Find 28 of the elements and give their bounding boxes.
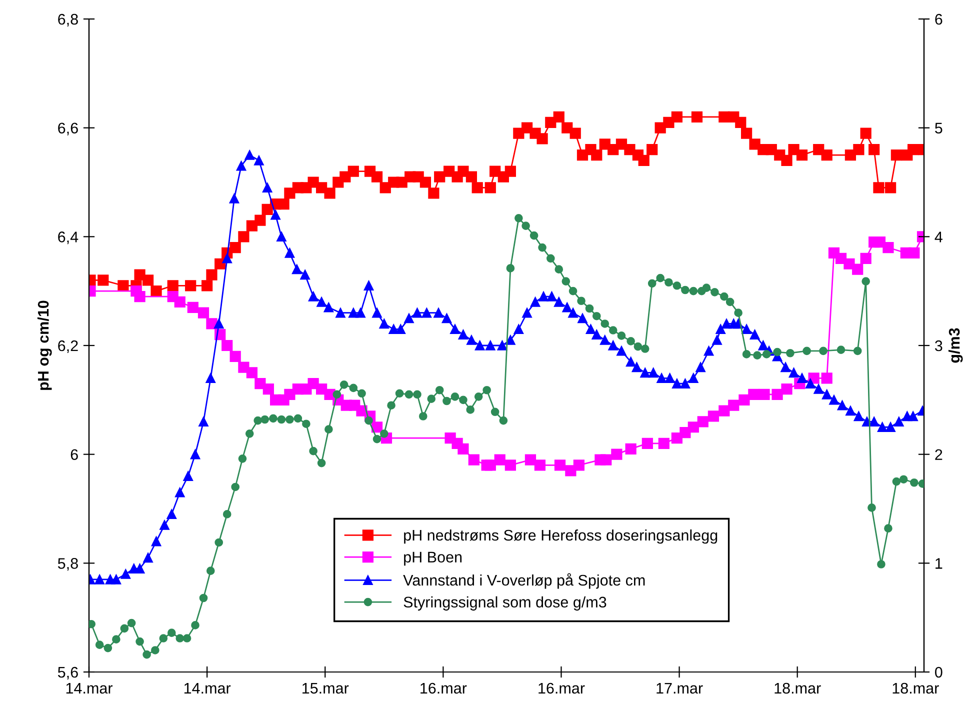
- legend-label: pH nedstrøms Søre Herefoss doseringsanlegg: [404, 529, 718, 544]
- legend-label: pH Boen: [404, 552, 462, 566]
- x-tick-label: 14.mar: [184, 682, 231, 694]
- x-tick-label: 14.mar: [66, 682, 113, 694]
- x-tick-label: 17.mar: [656, 682, 703, 694]
- y-tick-label: 5,8: [58, 558, 78, 571]
- y-tick-label: 6: [70, 449, 78, 460]
- y2-tick-label: 1: [936, 558, 942, 569]
- y-tick-label: 6,4: [58, 232, 78, 244]
- legend-label: Vannstand i V-overløp på Spjote cm: [403, 573, 645, 589]
- x-tick-label: 16.mar: [538, 682, 585, 694]
- x-tick-label: 18.mar: [892, 682, 939, 694]
- legend-label: Styringssignal som dose g/m3: [404, 596, 606, 611]
- y2-tick-label: 6: [935, 14, 942, 25]
- y2-tick-label: 0: [935, 666, 942, 678]
- y-tick-label: 5,6: [58, 666, 78, 680]
- y2-tick-label: 4: [934, 232, 942, 242]
- y-tick-label: 6,8: [58, 14, 78, 26]
- x-tick-label: 15.mar: [302, 682, 349, 694]
- y2-tick-label: 2: [935, 449, 942, 460]
- y-tick-label: 6,6: [58, 122, 78, 136]
- x-tick-label: 18.mar: [774, 682, 821, 694]
- y-tick-label: 6,2: [58, 340, 78, 353]
- y2-tick-label: 5: [935, 122, 942, 134]
- x-tick-label: 16.mar: [420, 682, 467, 694]
- y-axis-title: pH og cm/10: [37, 300, 52, 390]
- y2-axis-title: g/m3: [948, 328, 963, 363]
- y2-tick-label: 3: [935, 340, 942, 352]
